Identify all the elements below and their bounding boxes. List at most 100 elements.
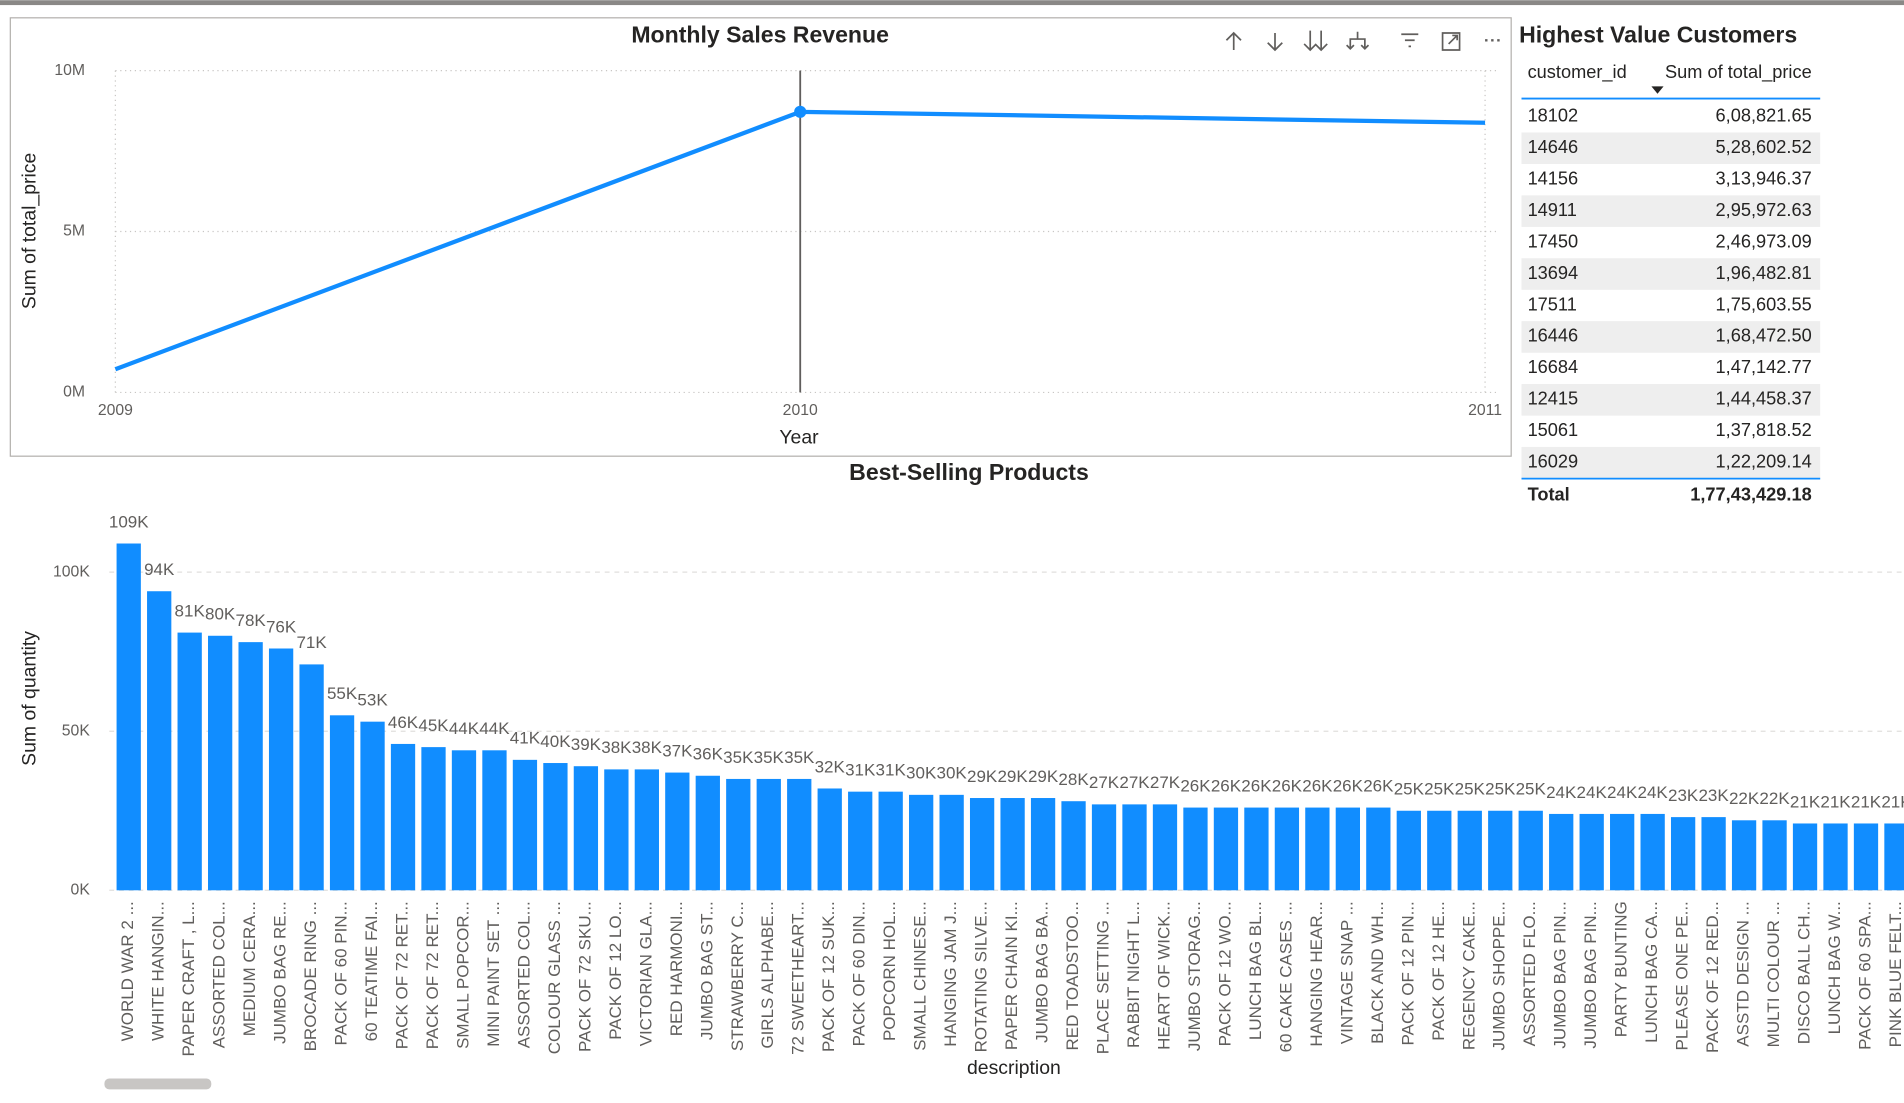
x-tick-label: PACK OF 72 RET... [393,901,412,1049]
data-label: 26K [1180,776,1211,795]
data-label: 29K [997,767,1028,786]
bar [329,715,355,891]
table-cell: 13694 [1528,263,1579,283]
bar [1792,823,1818,891]
next-level[interactable] [1303,30,1328,52]
data-label: 30K [937,764,968,783]
bar [1640,813,1665,891]
bar [969,798,995,891]
x-tick-label: ASSORTED COL... [210,901,229,1048]
x-tick-label: MULTI COLOUR ... [1764,901,1783,1047]
bar [604,769,629,891]
table-cell: 3,13,946.37 [1716,168,1812,188]
data-label: 35K [754,748,785,767]
data-label: 21K [1881,792,1904,811]
table-cell: 16446 [1528,326,1579,346]
x-tick-label: PAPER CRAFT , L... [179,901,198,1056]
visual-header-icons[interactable] [1225,30,1500,52]
data-label: 41K [510,729,541,748]
bar [1762,820,1787,891]
expand-level[interactable] [1346,31,1370,50]
x-tick-label: PACK OF 12 HE... [1429,901,1448,1041]
data-label: 71K [296,633,327,652]
row-band [1521,321,1821,353]
x-tick-label: 2009 [98,402,133,419]
data-label: 29K [1028,767,1059,786]
table-cell: 1,44,458.37 [1716,389,1812,409]
data-label: 22K [1729,789,1760,808]
y-axis-title: Sum of quantity [18,631,40,766]
data-label: 26K [1211,776,1242,795]
x-tick-label: PACK OF 12 LO... [606,901,625,1040]
x-tick-label: PACK OF 12 SUK... [819,901,838,1052]
bar [421,747,446,891]
x-tick-label: JUMBO BAG PIN... [1551,901,1570,1048]
data-label: 78K [236,611,267,630]
y-tick-label: 5M [63,223,85,240]
x-tick-label: WORLD WAR 2 ... [118,901,137,1041]
column-header[interactable]: Sum of total_price [1665,62,1812,83]
data-label: 29K [967,767,998,786]
data-label: 26K [1363,776,1394,795]
table-cell: 6,08,821.65 [1716,106,1812,126]
data-label: 21K [1851,792,1882,811]
data-label: 27K [1119,773,1150,792]
chart-title: Monthly Sales Revenue [631,22,889,48]
x-tick-label: MINI PAINT SET ... [484,901,503,1046]
data-label: 21K [1790,792,1821,811]
data-label: 76K [266,617,297,636]
data-label: 25K [1485,780,1516,799]
data-label: 24K [1546,783,1577,802]
x-tick-label: PACK OF 60 SPA... [1855,901,1874,1050]
bar [238,642,263,891]
scrollbar[interactable] [104,1078,212,1090]
bar [787,778,812,891]
bar [1244,807,1269,891]
x-axis-title: Year [779,427,819,449]
data-label: 28K [1058,770,1089,789]
data-label: 27K [1150,773,1181,792]
data-label: 26K [1333,776,1364,795]
data-label: 24K [1638,783,1669,802]
y-tick-label: 10M [54,62,85,79]
bar [1731,820,1757,891]
drill-down[interactable] [1267,33,1283,52]
y-tick-label: 0K [71,881,91,898]
y-tick-label: 100K [53,563,90,580]
bar [909,794,934,891]
bar [1091,804,1117,891]
bar [1823,823,1848,891]
data-label: 81K [175,601,206,620]
bar [1305,807,1330,891]
x-tick-label: JUMBO BAG BA... [1033,901,1052,1043]
x-tick-label: LUNCH BAG CA... [1642,901,1661,1043]
filter[interactable] [1401,33,1419,48]
x-tick-label: PACK OF 60 DIN... [850,901,869,1046]
x-axis-title: description [967,1057,1061,1079]
bar [1549,813,1574,891]
x-tick-label: JUMBO BAG ST... [697,901,716,1040]
x-tick-label: 60 CAKE CASES ... [1276,901,1295,1052]
bar [299,664,324,891]
table-cell: 2,95,972.63 [1716,200,1812,220]
bar [177,632,202,891]
bar [756,778,781,891]
x-tick-label: PACK OF 72 RET... [423,901,442,1049]
row-band [1521,384,1821,416]
row-band [1521,258,1821,290]
bar [634,769,659,891]
column-header[interactable]: customer_id [1528,62,1627,83]
x-tick-label: VICTORIAN GLA... [636,901,655,1046]
total-label: Total [1528,484,1570,504]
x-tick-label: JUMBO STORAG... [1185,901,1204,1051]
focus-mode[interactable] [1441,32,1461,51]
table-cell: 1,96,482.81 [1716,263,1812,283]
row-band [1521,195,1821,227]
table-cell: 1,68,472.50 [1716,326,1812,346]
drill-up[interactable] [1225,31,1242,51]
table-cell: 18102 [1528,106,1579,126]
data-label: 53K [357,691,388,710]
bar [360,721,385,891]
data-label: 25K [1394,780,1425,799]
